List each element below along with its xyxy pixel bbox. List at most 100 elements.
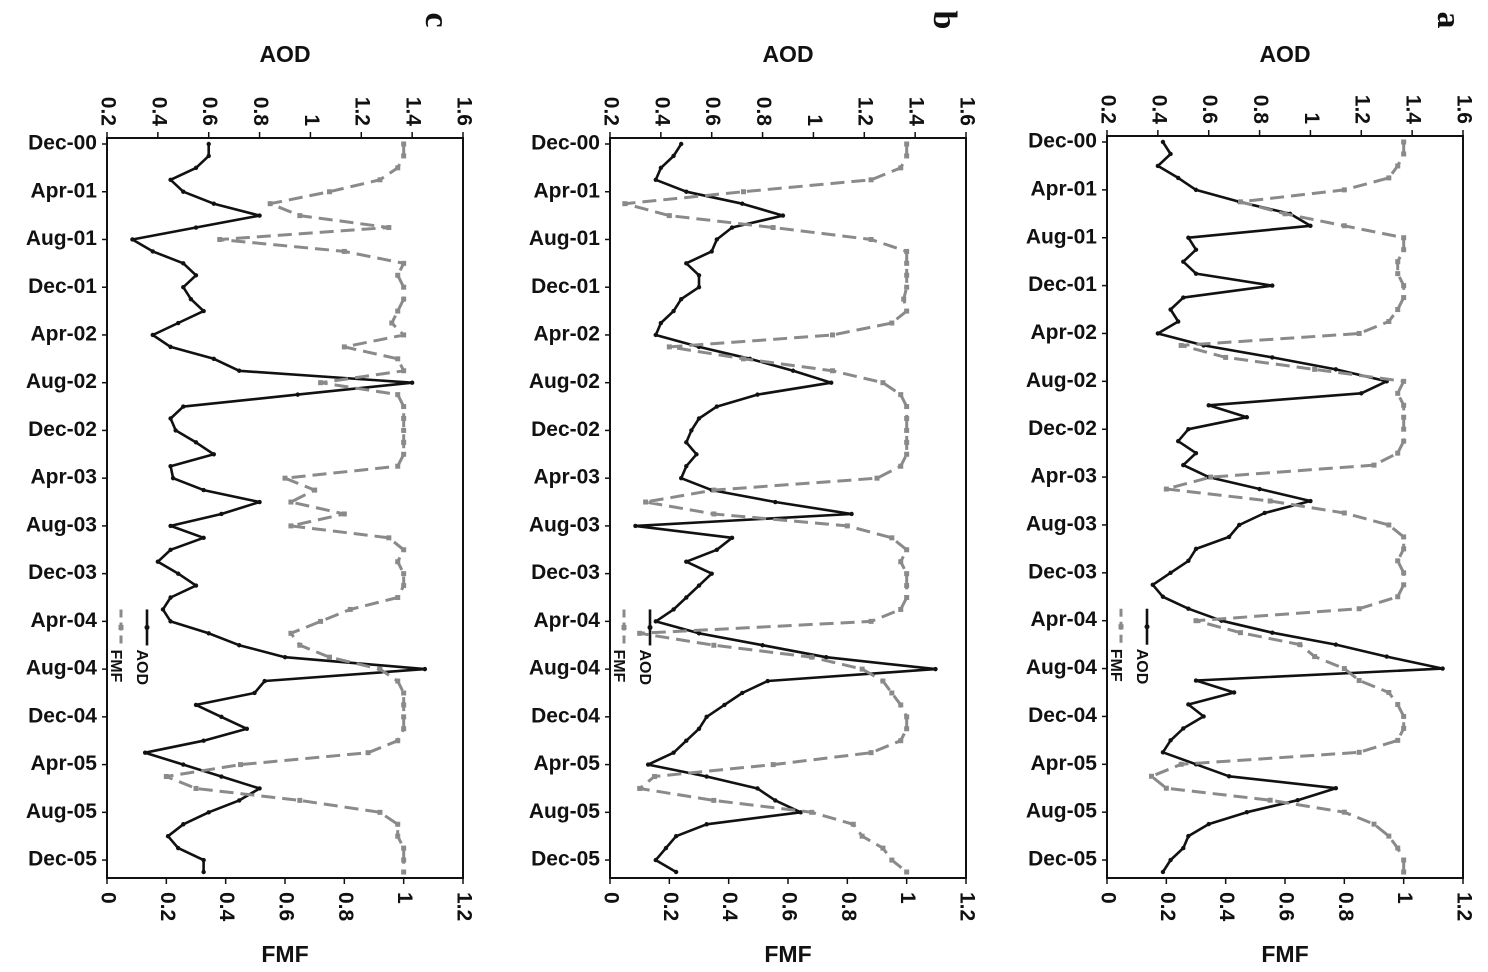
fmf-point	[1356, 606, 1362, 612]
aod-point	[257, 213, 262, 218]
aod-point	[1384, 654, 1389, 659]
date-tick-label: Aug-04	[529, 657, 600, 680]
fmf-point	[770, 762, 776, 768]
fmf-point	[327, 189, 332, 195]
date-tick-label: Dec-03	[531, 561, 600, 584]
date-tick-label: Apr-05	[1030, 752, 1097, 775]
fmf-point	[889, 690, 895, 696]
aod-point	[1193, 450, 1199, 456]
aod-point	[696, 285, 702, 290]
fmf-point	[898, 392, 904, 398]
aod-point	[684, 440, 689, 445]
fmf-point	[401, 439, 407, 445]
aod-point	[409, 380, 415, 385]
fmf-point	[741, 189, 746, 195]
date-tick-label: Aug-02	[1026, 369, 1097, 392]
fmf-point	[898, 606, 904, 612]
fmf-point	[1395, 594, 1401, 600]
fmf-point	[1267, 498, 1273, 504]
fmf-point	[1341, 510, 1347, 516]
legend-marker-fmf	[1118, 624, 1124, 630]
aod-point	[1176, 319, 1181, 324]
aod-point	[1226, 774, 1232, 779]
plot-frame	[106, 137, 464, 879]
aod-point	[765, 678, 770, 684]
aod-point	[193, 225, 199, 230]
aod-point	[1176, 438, 1181, 444]
panel-letter: b	[926, 11, 963, 30]
aod-point	[1168, 307, 1173, 312]
fmf-point	[401, 726, 407, 732]
fmf-point	[1401, 438, 1407, 444]
fmf-point	[1395, 737, 1401, 743]
fmf-tick-label: 0	[1096, 892, 1119, 904]
aod-point	[168, 464, 173, 469]
date-tick-label: Aug-04	[26, 657, 97, 680]
aod-point	[1193, 271, 1199, 276]
aod-point	[684, 261, 689, 266]
fmf-point	[1371, 462, 1377, 468]
fmf-point	[1401, 295, 1407, 301]
fmf-point	[193, 785, 199, 791]
aod-axis-title: AOD	[259, 41, 310, 67]
aod-point	[696, 416, 702, 421]
fmf-point	[401, 451, 407, 457]
date-tick-label: Aug-02	[529, 370, 600, 393]
aod-point	[684, 189, 689, 194]
fmf-point	[1401, 378, 1407, 384]
fmf-tick-label: 1	[393, 892, 416, 904]
aod-point	[160, 607, 166, 612]
fmf-point	[711, 642, 717, 648]
fmf-point	[395, 392, 401, 398]
fmf-point	[1163, 486, 1169, 492]
aod-point	[1160, 594, 1166, 599]
date-tick-label: Dec-04	[531, 704, 600, 727]
aod-point	[663, 845, 669, 851]
fmf-point	[401, 427, 407, 433]
aod-point	[1440, 666, 1445, 671]
fmf-point	[1356, 749, 1362, 755]
aod-tick-label: 0.2	[96, 97, 119, 126]
fmf-point	[666, 213, 672, 219]
series-line-fmf	[623, 144, 909, 874]
aod-point	[193, 583, 199, 588]
aod-point	[1193, 678, 1199, 683]
fmf-point	[898, 559, 904, 565]
aod-point	[645, 762, 651, 767]
fmf-point	[395, 678, 401, 684]
fmf-tick-label: 0.2	[1156, 892, 1179, 921]
aod-point	[219, 714, 224, 720]
fmf-point	[401, 571, 407, 577]
fmf-point	[711, 797, 717, 803]
aod-point	[211, 201, 216, 206]
aod-point	[823, 654, 829, 660]
aod-point	[257, 499, 262, 505]
aod-point	[257, 786, 262, 791]
fmf-tick-label: 1.2	[955, 892, 978, 921]
fmf-point	[1401, 546, 1407, 552]
fmf-point	[401, 368, 407, 374]
legend-label-aod: AOD	[1133, 649, 1150, 685]
fmf-point	[880, 845, 886, 851]
fmf-tick-label: 0.4	[718, 892, 741, 922]
aod-point	[181, 285, 186, 290]
fmf-point	[898, 165, 904, 171]
aod-point	[1186, 702, 1191, 707]
date-tick-label: Apr-04	[533, 609, 600, 632]
panel-letter: a	[1430, 12, 1467, 29]
legend: AOD FMF	[107, 609, 150, 685]
aod-point	[262, 678, 267, 684]
fmf-point	[904, 153, 910, 159]
date-tick-label: Aug-05	[529, 800, 600, 823]
aod-tick-label: 0.2	[599, 97, 622, 126]
legend-marker-fmf	[621, 624, 627, 630]
date-tick-label: Apr-05	[30, 752, 97, 775]
fmf-point	[318, 380, 324, 386]
aod-point	[1160, 750, 1166, 755]
date-tick-label: Aug-05	[1026, 800, 1097, 823]
fmf-point	[401, 869, 407, 875]
fmf-point	[904, 571, 910, 577]
fmf-point	[1395, 450, 1401, 456]
fmf-point	[830, 368, 835, 374]
fmf-point	[868, 236, 874, 242]
